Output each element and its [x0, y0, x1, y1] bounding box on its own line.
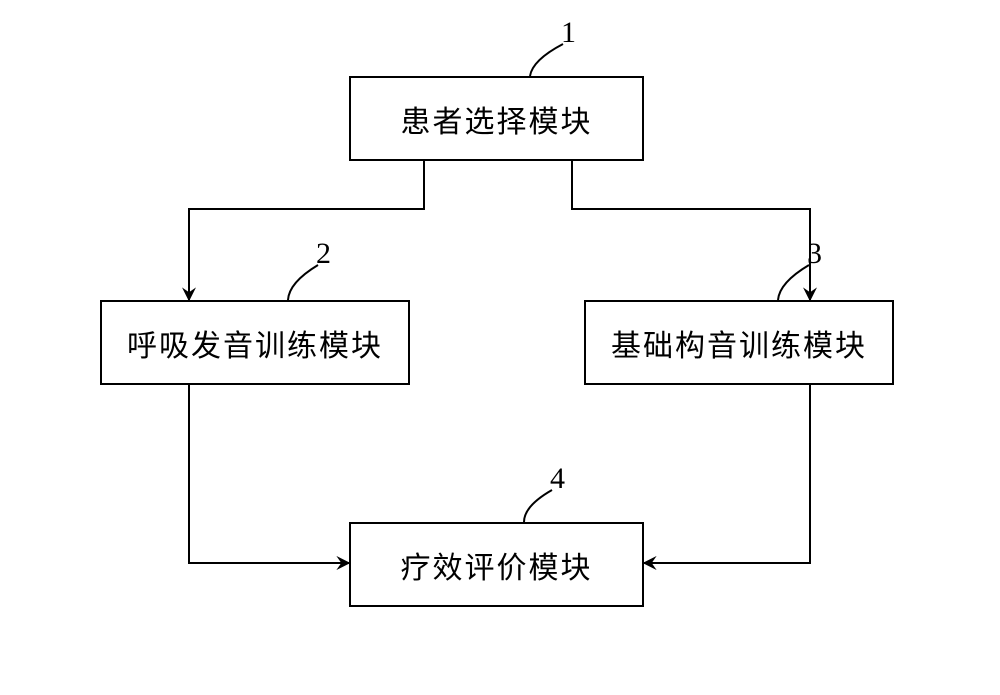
node-label: 基础构音训练模块: [611, 321, 867, 365]
node-label: 疗效评价模块: [401, 543, 593, 587]
callout-1: 1: [561, 16, 576, 50]
callout-2: 2: [316, 237, 331, 271]
callout-4: 4: [550, 462, 565, 496]
node-label: 患者选择模块: [401, 97, 593, 141]
node-articulation-training: 基础构音训练模块: [584, 300, 894, 385]
node-label: 呼吸发音训练模块: [127, 321, 383, 365]
diagram-canvas: 患者选择模块 呼吸发音训练模块 基础构音训练模块 疗效评价模块 1 2 3 4: [0, 0, 1000, 695]
node-patient-select: 患者选择模块: [349, 76, 644, 161]
callout-3: 3: [807, 237, 822, 271]
node-efficacy-evaluation: 疗效评价模块: [349, 522, 644, 607]
node-breathing-training: 呼吸发音训练模块: [100, 300, 410, 385]
